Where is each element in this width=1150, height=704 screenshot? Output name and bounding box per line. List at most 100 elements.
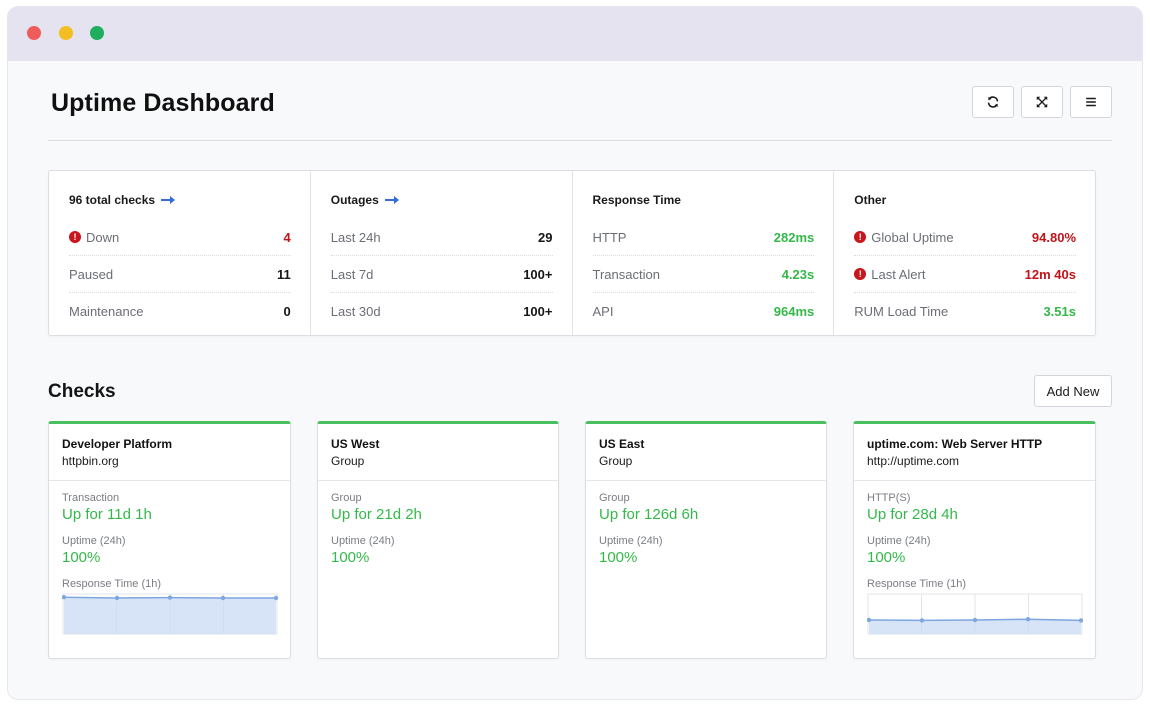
stat-row-rum-load-time: RUM Load Time 3.51s	[854, 293, 1076, 330]
response-time-sparkline	[866, 593, 1084, 635]
check-card-web-server-http[interactable]: uptime.com: Web Server HTTP http://uptim…	[853, 421, 1096, 659]
check-type: Group	[599, 492, 630, 504]
uptime-value: 100%	[867, 549, 906, 566]
alert-icon: !	[69, 231, 81, 243]
check-status: Up for 11d 1h	[62, 506, 152, 523]
stat-label: Maintenance	[69, 304, 144, 319]
stat-row-down[interactable]: ! Down 4	[69, 219, 291, 256]
alert-icon: !	[854, 231, 867, 243]
uptime-value: 100%	[599, 549, 638, 566]
sparkline-point	[220, 595, 226, 601]
check-status: Up for 126d 6h	[599, 506, 699, 523]
check-type: Transaction	[62, 492, 120, 504]
refresh-icon	[987, 96, 999, 108]
response-time-sparkline	[61, 593, 279, 635]
sparkline-area	[869, 619, 1081, 634]
stat-value: 100+	[523, 304, 553, 319]
stat-value: 0	[283, 304, 291, 319]
stat-row-maintenance[interactable]: Maintenance 0	[69, 293, 291, 330]
check-name: uptime.com: Web Server HTTP	[867, 437, 1043, 451]
stat-row-http: HTTP 282ms	[592, 219, 815, 256]
stat-row-paused[interactable]: Paused 11	[69, 256, 291, 293]
check-name: US West	[331, 437, 380, 451]
page-title: Uptime Dashboard	[51, 89, 275, 117]
stat-row-global-uptime: ! Global Uptime 94.80%	[854, 219, 1076, 256]
stat-column-response-time: Response Time HTTP 282ms Transaction 4.2…	[573, 171, 835, 335]
menu-button[interactable]	[1070, 86, 1112, 118]
check-target: Group	[331, 454, 365, 468]
outages-link[interactable]: Outages	[331, 191, 553, 209]
stat-label: Down	[86, 229, 120, 245]
stats-panel: 96 total checks ! Down 4 Paused 11 Mainte…	[48, 170, 1096, 336]
sparkline-point	[273, 595, 279, 601]
minimize-window-dot[interactable]	[59, 26, 73, 40]
stat-label: HTTP	[592, 229, 627, 245]
stat-label: Last 7d	[330, 266, 374, 282]
stat-value: 12m 40s	[1024, 266, 1076, 282]
stat-row-last-24h[interactable]: Last 24h 29	[330, 219, 553, 256]
stat-column-outages: Outages Last 24h 29 Last 7d 100+ Last 30…	[311, 171, 573, 335]
add-new-button[interactable]: Add New	[1034, 375, 1112, 407]
window-titlebar	[8, 7, 1142, 61]
check-card-us-west[interactable]: US West Group Group Up for 21d 2h Uptime…	[317, 421, 559, 659]
stat-label: Paused	[69, 266, 114, 282]
check-card-us-east[interactable]: US East Group Group Up for 126d 6h Uptim…	[585, 421, 827, 659]
stat-value: 11	[277, 266, 291, 282]
stat-label: Global Uptime	[871, 229, 954, 245]
sparkline-point	[866, 617, 872, 623]
stat-column-checks: 96 total checks ! Down 4 Paused 11 Mainte…	[49, 171, 311, 335]
arrow-right-icon	[161, 196, 176, 204]
check-type: HTTP(S)	[867, 492, 911, 504]
stat-heading: Response Time	[592, 193, 681, 207]
stat-value: 964ms	[773, 304, 815, 319]
stat-row-last-alert: ! Last Alert 12m 40s	[854, 256, 1076, 293]
stat-value: 4	[283, 229, 291, 245]
check-status: Up for 21d 2h	[331, 506, 422, 523]
alert-icon: !	[854, 268, 867, 280]
response-time-label: Response Time (1h)	[867, 578, 967, 590]
stat-label: Last Alert	[871, 266, 926, 282]
stat-label: API	[592, 304, 614, 319]
stat-row-api: API 964ms	[593, 293, 815, 330]
stat-value: 4.23s	[781, 266, 815, 282]
stat-label: RUM Load Time	[854, 304, 949, 319]
stat-label: Last 24h	[330, 229, 381, 245]
expand-button[interactable]	[1021, 86, 1063, 118]
sparkline-point	[167, 595, 173, 600]
check-cards: Developer Platform httpbin.org Transacti…	[48, 421, 1096, 659]
stat-heading: Other	[854, 193, 887, 207]
arrow-right-icon	[384, 196, 399, 204]
check-name: Developer Platform	[62, 437, 173, 451]
sparkline-point	[114, 595, 120, 601]
stat-row-transaction: Transaction 4.23s	[592, 256, 815, 293]
maximize-window-dot[interactable]	[90, 26, 104, 40]
stat-heading: 96 total checks	[69, 193, 156, 207]
stat-heading: Outages	[330, 193, 379, 207]
stat-value: 94.80%	[1031, 229, 1076, 245]
sparkline-area	[64, 597, 276, 634]
stat-value: 100+	[523, 266, 553, 282]
check-card-developer-platform[interactable]: Developer Platform httpbin.org Transacti…	[48, 421, 291, 659]
close-window-dot[interactable]	[27, 26, 41, 40]
header-divider	[48, 140, 1112, 141]
stat-row-last-30d[interactable]: Last 30d 100+	[331, 293, 553, 330]
sparkline-point	[919, 618, 925, 623]
uptime-label: Uptime (24h)	[331, 535, 395, 547]
refresh-button[interactable]	[972, 86, 1014, 118]
stat-label: Transaction	[592, 266, 660, 282]
stat-value: 3.51s	[1043, 304, 1076, 319]
response-time-label: Response Time (1h)	[62, 578, 162, 590]
check-type: Group	[331, 492, 362, 504]
checks-section-title: Checks	[48, 381, 116, 402]
uptime-label: Uptime (24h)	[62, 535, 126, 547]
uptime-value: 100%	[62, 549, 101, 566]
stat-row-last-7d[interactable]: Last 7d 100+	[330, 256, 553, 293]
menu-icon	[1086, 97, 1096, 107]
expand-icon	[1036, 96, 1048, 108]
total-checks-link[interactable]: 96 total checks	[69, 191, 291, 209]
uptime-value: 100%	[331, 549, 370, 566]
check-status: Up for 28d 4h	[867, 506, 958, 523]
uptime-label: Uptime (24h)	[599, 535, 663, 547]
stat-label: Last 30d	[330, 304, 381, 319]
sparkline-point	[1078, 618, 1084, 623]
